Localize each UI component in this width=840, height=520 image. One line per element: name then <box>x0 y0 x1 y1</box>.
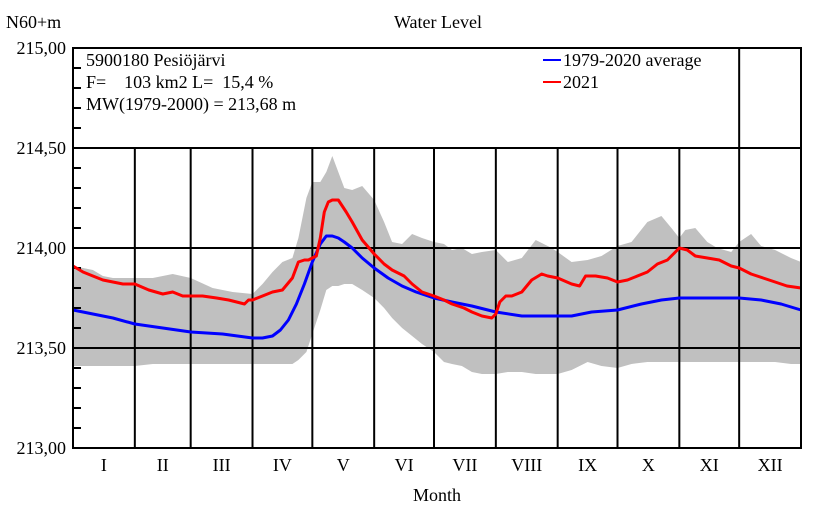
x-tick-labels: I II III IV V VI VII VIII IX X XI XII <box>101 455 783 475</box>
x-tick-label: VI <box>395 455 414 475</box>
x-tick-label: I <box>101 455 107 475</box>
legend: 1979-2020 average 2021 <box>543 50 701 92</box>
info-area: F= 103 km2 L= 15,4 % <box>86 72 273 92</box>
x-tick-label: IX <box>578 455 597 475</box>
range-band-layer <box>73 156 801 374</box>
y-tick-label: 213,00 <box>17 438 67 458</box>
y-axis-label: N60+m <box>6 12 61 32</box>
y-tick-labels: 213,00 213,50 214,00 214,50 215,00 <box>17 38 67 458</box>
range-band <box>73 156 801 374</box>
legend-label-2021: 2021 <box>563 72 599 92</box>
y-tick-label: 213,50 <box>17 338 67 358</box>
series-line-average <box>72 234 802 340</box>
y-tick-label: 214,00 <box>17 238 67 258</box>
legend-label-average: 1979-2020 average <box>563 50 701 70</box>
x-tick-label: IV <box>273 455 292 475</box>
plot-frame <box>72 47 802 449</box>
chart-title: Water Level <box>394 12 482 32</box>
series-layer <box>72 198 802 340</box>
x-axis-label: Month <box>413 485 461 505</box>
series-line-2021 <box>72 198 802 320</box>
info-mean: MW(1979-2000) = 213,68 m <box>86 94 296 115</box>
x-tick-label: II <box>157 455 169 475</box>
x-tick-label: XII <box>758 455 783 475</box>
x-tick-label: VIII <box>511 455 542 475</box>
info-station: 5900180 Pesiöjärvi <box>86 50 226 70</box>
y-tick-label: 214,50 <box>17 138 67 158</box>
x-tick-label: VII <box>452 455 477 475</box>
x-tick-label: XI <box>700 455 719 475</box>
y-tick-label: 215,00 <box>17 38 67 58</box>
x-tick-label: III <box>213 455 231 475</box>
x-tick-label: V <box>337 455 350 475</box>
x-tick-label: X <box>642 455 655 475</box>
